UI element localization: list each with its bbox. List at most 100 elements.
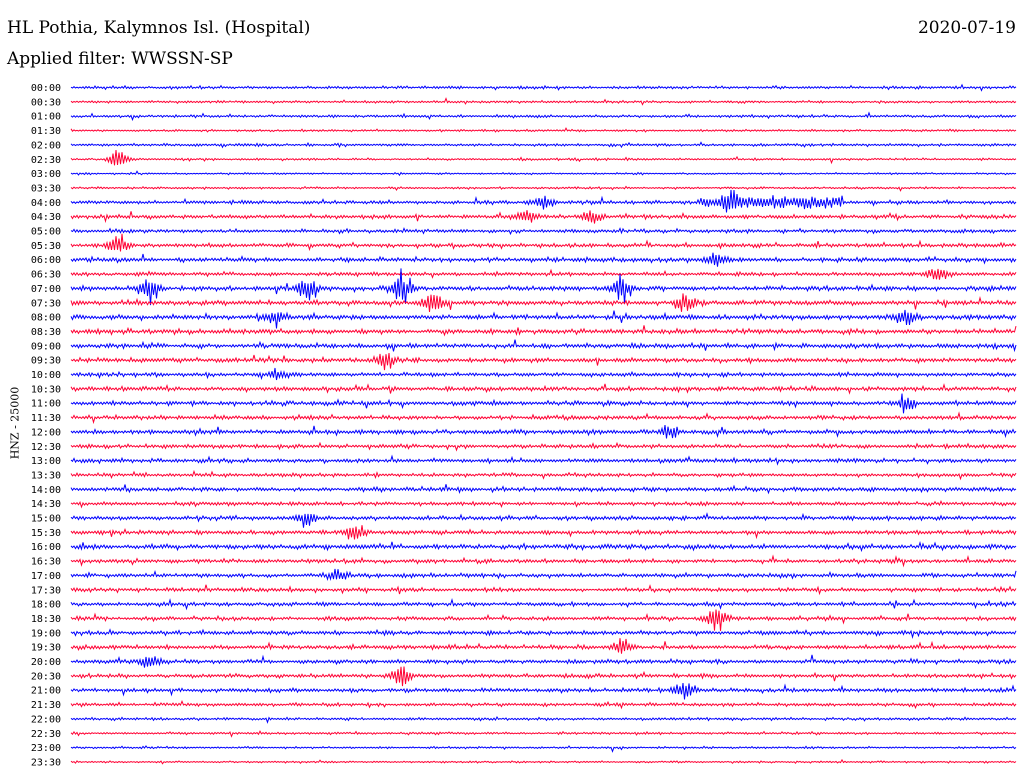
trace-row-1330 <box>70 469 1017 481</box>
time-label-0830: 08:30 <box>31 327 61 338</box>
trace-row-1630 <box>70 554 1017 568</box>
trace-row-1300 <box>70 454 1017 466</box>
trace-row-2230 <box>70 730 1017 738</box>
trace-row-2030 <box>70 666 1017 687</box>
time-label-2030: 20:30 <box>31 671 61 682</box>
trace-row-0800 <box>70 309 1017 329</box>
trace-row-2000 <box>70 654 1017 668</box>
time-label-2200: 22:00 <box>31 714 61 725</box>
trace-row-1800 <box>70 597 1017 611</box>
trace-row-0100 <box>70 111 1017 122</box>
time-label-2230: 22:30 <box>31 729 61 740</box>
filter-label: Applied filter: WWSSN-SP <box>7 49 233 69</box>
time-label-1200: 12:00 <box>31 427 61 438</box>
trace-row-0700 <box>70 268 1017 306</box>
time-label-1430: 14:30 <box>31 499 61 510</box>
trace-row-0130 <box>70 127 1017 133</box>
time-label-1700: 17:00 <box>31 571 61 582</box>
trace-row-0900 <box>70 339 1017 353</box>
time-label-0400: 04:00 <box>31 198 61 209</box>
time-label-0000: 00:00 <box>31 83 61 94</box>
time-label-0230: 02:30 <box>31 155 61 166</box>
trace-row-0230 <box>70 149 1017 166</box>
time-label-0200: 02:00 <box>31 140 61 151</box>
trace-row-1700 <box>70 568 1017 581</box>
trace-row-0030 <box>70 97 1017 106</box>
trace-row-0930 <box>70 352 1017 371</box>
trace-row-2300 <box>70 745 1017 753</box>
station-title: HL Pothia, Kalymnos Isl. (Hospital) <box>7 18 311 38</box>
trace-row-0830 <box>70 325 1017 337</box>
time-label-1300: 13:00 <box>31 456 61 467</box>
time-label-1400: 14:00 <box>31 485 61 496</box>
time-label-0730: 07:30 <box>31 298 61 309</box>
time-label-1930: 19:30 <box>31 643 61 654</box>
time-label-0900: 09:00 <box>31 341 61 352</box>
time-label-1100: 11:00 <box>31 399 61 410</box>
time-label-0300: 03:00 <box>31 169 61 180</box>
trace-row-1930 <box>70 638 1017 654</box>
trace-row-0530 <box>70 233 1017 252</box>
time-label-2130: 21:30 <box>31 700 61 711</box>
trace-row-1900 <box>70 628 1017 640</box>
trace-row-2130 <box>70 699 1017 710</box>
time-label-0600: 06:00 <box>31 255 61 266</box>
time-label-1630: 16:30 <box>31 557 61 568</box>
time-label-1800: 18:00 <box>31 600 61 611</box>
trace-row-0300 <box>70 170 1017 177</box>
trace-row-1730 <box>70 584 1017 596</box>
trace-group <box>70 83 1017 765</box>
time-label-0030: 00:30 <box>31 97 61 108</box>
trace-row-1230 <box>70 441 1017 452</box>
trace-row-1400 <box>70 484 1017 495</box>
trace-row-1530 <box>70 525 1017 540</box>
time-label-2000: 20:00 <box>31 657 61 668</box>
trace-row-0500 <box>70 227 1017 236</box>
trace-row-1130 <box>70 411 1017 425</box>
time-label-0630: 06:30 <box>31 270 61 281</box>
trace-row-0330 <box>70 185 1017 192</box>
time-label-1600: 16:00 <box>31 542 61 553</box>
trace-row-1600 <box>70 541 1017 553</box>
time-label-1500: 15:00 <box>31 514 61 525</box>
trace-row-0430 <box>70 210 1017 224</box>
trace-row-0200 <box>70 141 1017 149</box>
time-label-2100: 21:00 <box>31 686 61 697</box>
trace-row-0630 <box>70 268 1017 280</box>
time-label-0330: 03:30 <box>31 183 61 194</box>
time-label-0800: 08:00 <box>31 313 61 324</box>
time-label-2300: 23:00 <box>31 743 61 754</box>
trace-row-1000 <box>70 367 1017 381</box>
time-label-0500: 05:00 <box>31 227 61 238</box>
time-label-0100: 01:00 <box>31 112 61 123</box>
trace-row-0730 <box>70 293 1017 312</box>
time-label-2330: 23:30 <box>31 757 61 768</box>
time-label-0700: 07:00 <box>31 284 61 295</box>
time-label-0930: 09:30 <box>31 356 61 367</box>
time-label-1000: 10:00 <box>31 370 61 381</box>
trace-row-0000 <box>70 83 1017 92</box>
trace-row-1100 <box>70 393 1017 414</box>
time-label-1830: 18:30 <box>31 614 61 625</box>
trace-row-1500 <box>70 512 1017 528</box>
time-label-1330: 13:30 <box>31 470 61 481</box>
trace-row-2100 <box>70 683 1017 700</box>
time-label-0130: 01:30 <box>31 126 61 137</box>
time-label-1530: 15:30 <box>31 528 61 539</box>
trace-row-1030 <box>70 383 1017 395</box>
trace-row-1430 <box>70 500 1017 509</box>
record-date: 2020-07-19 <box>917 18 1016 38</box>
trace-row-2330 <box>70 758 1017 765</box>
trace-row-0600 <box>70 252 1017 267</box>
time-label-0430: 04:30 <box>31 212 61 223</box>
time-label-0530: 05:30 <box>31 241 61 252</box>
trace-row-0400 <box>70 189 1017 213</box>
time-label-1230: 12:30 <box>31 442 61 453</box>
trace-row-1200 <box>70 425 1017 439</box>
time-label-group: 00:00 00:30 01:00 01:30 02:00 02:30 03:00 03:30… <box>31 83 61 768</box>
time-label-1030: 10:30 <box>31 384 61 395</box>
trace-row-2200 <box>70 715 1017 724</box>
time-label-1900: 19:00 <box>31 628 61 639</box>
trace-row-1830 <box>70 609 1017 631</box>
